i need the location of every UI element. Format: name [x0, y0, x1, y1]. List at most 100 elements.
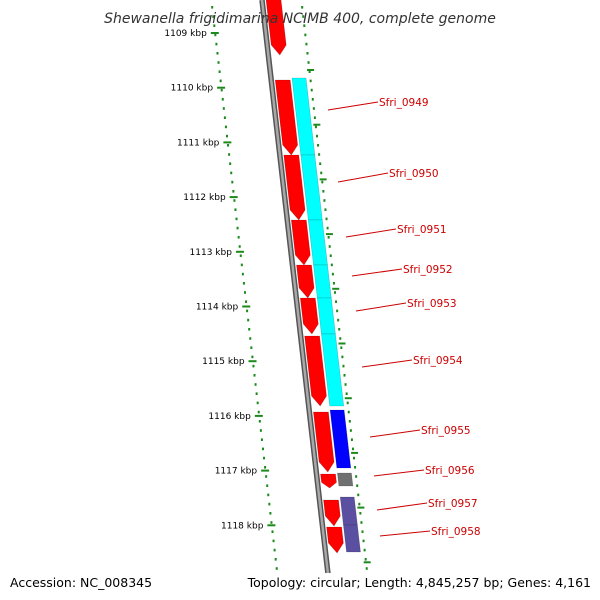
ring-dot-right — [363, 548, 366, 552]
ring-dot-left — [258, 420, 261, 423]
cds-arrow — [323, 499, 341, 527]
ring-dot-right — [323, 199, 326, 202]
ring-dot-left — [219, 79, 222, 83]
kbp-tick-label: 1110 kbp — [171, 84, 214, 94]
kbp-tick-label: 1111 kbp — [177, 138, 220, 148]
ring-dot-right — [324, 208, 327, 211]
cds-arrow — [265, 0, 287, 56]
ring-dot-left — [256, 401, 259, 405]
cds-arrow — [299, 297, 319, 335]
ring-dot-right — [347, 410, 350, 414]
ring-dot-right — [343, 374, 346, 377]
ring-dot-left — [228, 153, 231, 156]
ring-dot-left — [273, 548, 276, 552]
ring-dot-right — [307, 61, 310, 64]
gene-leader-line — [376, 502, 428, 511]
ring-dot-left — [216, 52, 219, 55]
footer: Accession: NC_008345 Topology: circular;… — [0, 573, 600, 600]
gene-feature-cyan — [316, 297, 336, 335]
ring-dot-right — [332, 282, 335, 285]
cds-arrow — [274, 79, 299, 156]
ring-dot-right — [339, 337, 342, 340]
ring-dot-left — [229, 162, 232, 165]
ring-dot-right — [331, 272, 334, 276]
kbp-tick-label: 1113 kbp — [190, 248, 233, 258]
ring-dot-right — [361, 530, 364, 533]
ring-dot-right — [325, 217, 328, 221]
ring-dot-right — [302, 15, 305, 18]
ring-dot-right — [355, 475, 358, 478]
ring-dot-left — [263, 456, 266, 460]
ring-dot-right — [321, 180, 324, 184]
ring-dot-right — [305, 42, 308, 46]
ring-dot-right — [303, 24, 306, 27]
ring-dot-left — [221, 98, 224, 101]
ring-dot-right — [330, 263, 333, 267]
outer-dot-rings — [211, 6, 371, 598]
ring-dot-right — [350, 438, 353, 441]
ring-dot-right — [301, 6, 304, 9]
ring-dot-right — [318, 153, 321, 156]
gene-labels: Sfri_0949 Sfri_0950 Sfri_0951 Sfri_0952 Sfri… — [327, 97, 481, 538]
footer-band — [0, 573, 600, 600]
kbp-tick-label: 1109 kbp — [164, 29, 207, 39]
ring-dot-left — [255, 392, 258, 395]
gene-label-sfri_0956: Sfri_0956 — [425, 465, 475, 477]
ring-dot-right — [341, 355, 344, 359]
ring-dot-right — [342, 364, 345, 368]
kbp-tick-label: 1114 kbp — [196, 303, 239, 313]
ring-dot-right — [345, 392, 348, 395]
ring-dot-left — [236, 226, 239, 230]
ring-dot-right — [329, 254, 332, 257]
ring-dot-left — [254, 383, 257, 386]
ring-dot-left — [240, 263, 243, 267]
ring-dot-left — [261, 447, 264, 451]
ring-dot-right — [357, 493, 360, 497]
ring-dot-left — [271, 530, 274, 533]
ring-dot-right — [320, 171, 323, 175]
ring-dot-right — [319, 162, 322, 165]
ring-dot-right — [306, 52, 309, 55]
gene-feature-cyan — [321, 333, 345, 407]
cds-arrow — [296, 264, 315, 299]
ring-dot-right — [344, 383, 347, 386]
ring-dot-left — [218, 70, 221, 73]
gene-label-sfri_0949: Sfri_0949 — [379, 97, 429, 109]
ring-dot-right — [309, 79, 312, 83]
ring-dot-left — [237, 236, 240, 239]
ring-dot-left — [212, 15, 215, 18]
ring-dot-right — [327, 236, 330, 239]
ring-dot-left — [250, 346, 253, 349]
backbone-line — [259, 0, 334, 600]
ring-dot-left — [227, 144, 230, 147]
ring-dot-left — [224, 125, 227, 129]
gene-feature-slate — [339, 496, 358, 526]
ring-dot-right — [304, 33, 307, 37]
ring-dot-left — [243, 291, 246, 294]
cds-arrow — [326, 526, 344, 554]
ring-dot-right — [328, 245, 331, 248]
ring-dot-right — [336, 309, 339, 313]
ring-dot-right — [356, 484, 359, 487]
ring-dot-left — [223, 116, 226, 119]
kbp-tick-label: 1115 kbp — [202, 357, 245, 367]
cds-arrow — [320, 473, 337, 489]
ring-dot-right — [335, 300, 338, 303]
kbp-tick-label: 1112 kbp — [183, 193, 226, 203]
ring-dot-right — [338, 328, 341, 331]
ring-dot-left — [265, 475, 268, 478]
gene-leader-line — [327, 101, 379, 111]
ring-dot-left — [222, 107, 225, 110]
gene-label-sfri_0954: Sfri_0954 — [413, 355, 463, 367]
cds-arrow — [290, 219, 311, 266]
ring-dot-right — [316, 134, 319, 138]
ring-dot-left — [211, 6, 214, 9]
ring-dot-left — [235, 217, 238, 221]
ring-dot-left — [226, 134, 229, 138]
ring-dot-left — [217, 61, 220, 64]
ring-dot-right — [348, 420, 351, 423]
kbp-tick-label: 1116 kbp — [208, 412, 251, 422]
ring-dot-left — [266, 484, 269, 487]
gene-feature-cyan — [307, 219, 328, 266]
ring-dot-left — [246, 309, 249, 313]
